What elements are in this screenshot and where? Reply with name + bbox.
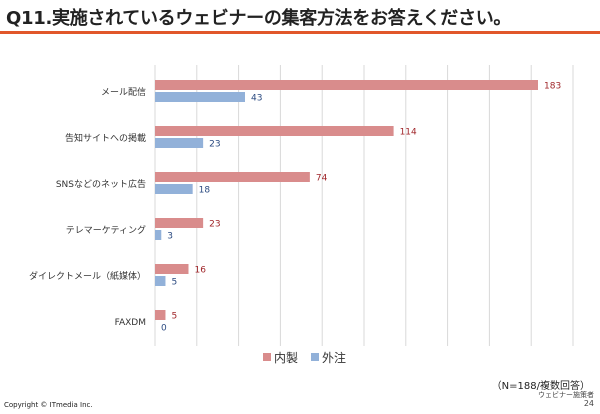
bar-outsourced: [155, 138, 204, 148]
legend-label: 外注: [322, 350, 346, 365]
bar-inhouse: [155, 172, 310, 182]
bar-inhouse: [155, 310, 166, 320]
legend-swatch: [311, 353, 319, 361]
data-label: 5: [171, 312, 177, 322]
data-label: 74: [316, 174, 328, 184]
bar-outsourced: [155, 230, 162, 240]
bar-outsourced: [155, 92, 245, 102]
page-number: 24: [583, 399, 594, 408]
data-label: 23: [209, 140, 220, 150]
legend-swatch: [263, 353, 271, 361]
bar-inhouse: [155, 126, 394, 136]
bar-inhouse: [155, 264, 189, 274]
legend: 内製 外注: [263, 350, 346, 365]
category-label: メール配信: [101, 86, 146, 98]
category-label: 告知サイトへの掲載: [65, 132, 146, 144]
data-label: 183: [544, 82, 561, 92]
bar-inhouse: [155, 218, 204, 228]
data-label: 0: [161, 324, 167, 334]
category-label: SNSなどのネット広告: [56, 178, 146, 190]
data-label: 114: [400, 128, 417, 138]
slide-title: Q11.実施されているウェビナーの集客方法をお答えください。: [6, 8, 512, 29]
data-label: 5: [171, 278, 177, 288]
bar-outsourced: [155, 184, 193, 194]
bar-inhouse: [155, 80, 538, 90]
bar-outsourced: [155, 276, 166, 286]
category-label: テレマーケティング: [66, 224, 146, 236]
data-label: 23: [209, 220, 220, 230]
data-label: 18: [199, 186, 211, 196]
bars: [155, 80, 538, 320]
sample-note: （N=188/複数回答）: [491, 381, 590, 392]
data-label: 16: [194, 266, 206, 276]
copyright: Copyright © ITmedia Inc.: [4, 401, 93, 409]
legend-label: 内製: [274, 351, 298, 365]
publisher-label: ウェビナー施策者: [538, 391, 594, 399]
data-label: 43: [251, 94, 262, 104]
category-label: ダイレクトメール（紙媒体）: [29, 270, 146, 282]
category-label: FAXDM: [115, 318, 146, 328]
grid-lines: [154, 65, 574, 346]
title-rule: [0, 31, 600, 34]
data-label: 3: [167, 232, 173, 242]
